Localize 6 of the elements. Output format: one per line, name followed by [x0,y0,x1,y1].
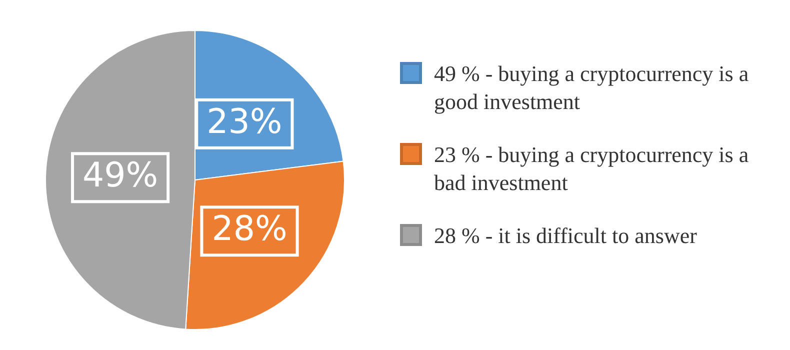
data-label: 23% [206,102,282,142]
data-label: 28% [212,209,288,249]
legend-label: 49 % - buying a cryptocurrency is a good investment [434,60,750,115]
data-label: 49% [82,155,158,196]
legend-label: 23 % - buying a cryptocurrency is a bad investment [434,141,750,196]
legend-label: 28 % - it is difficult to answer [434,222,697,250]
